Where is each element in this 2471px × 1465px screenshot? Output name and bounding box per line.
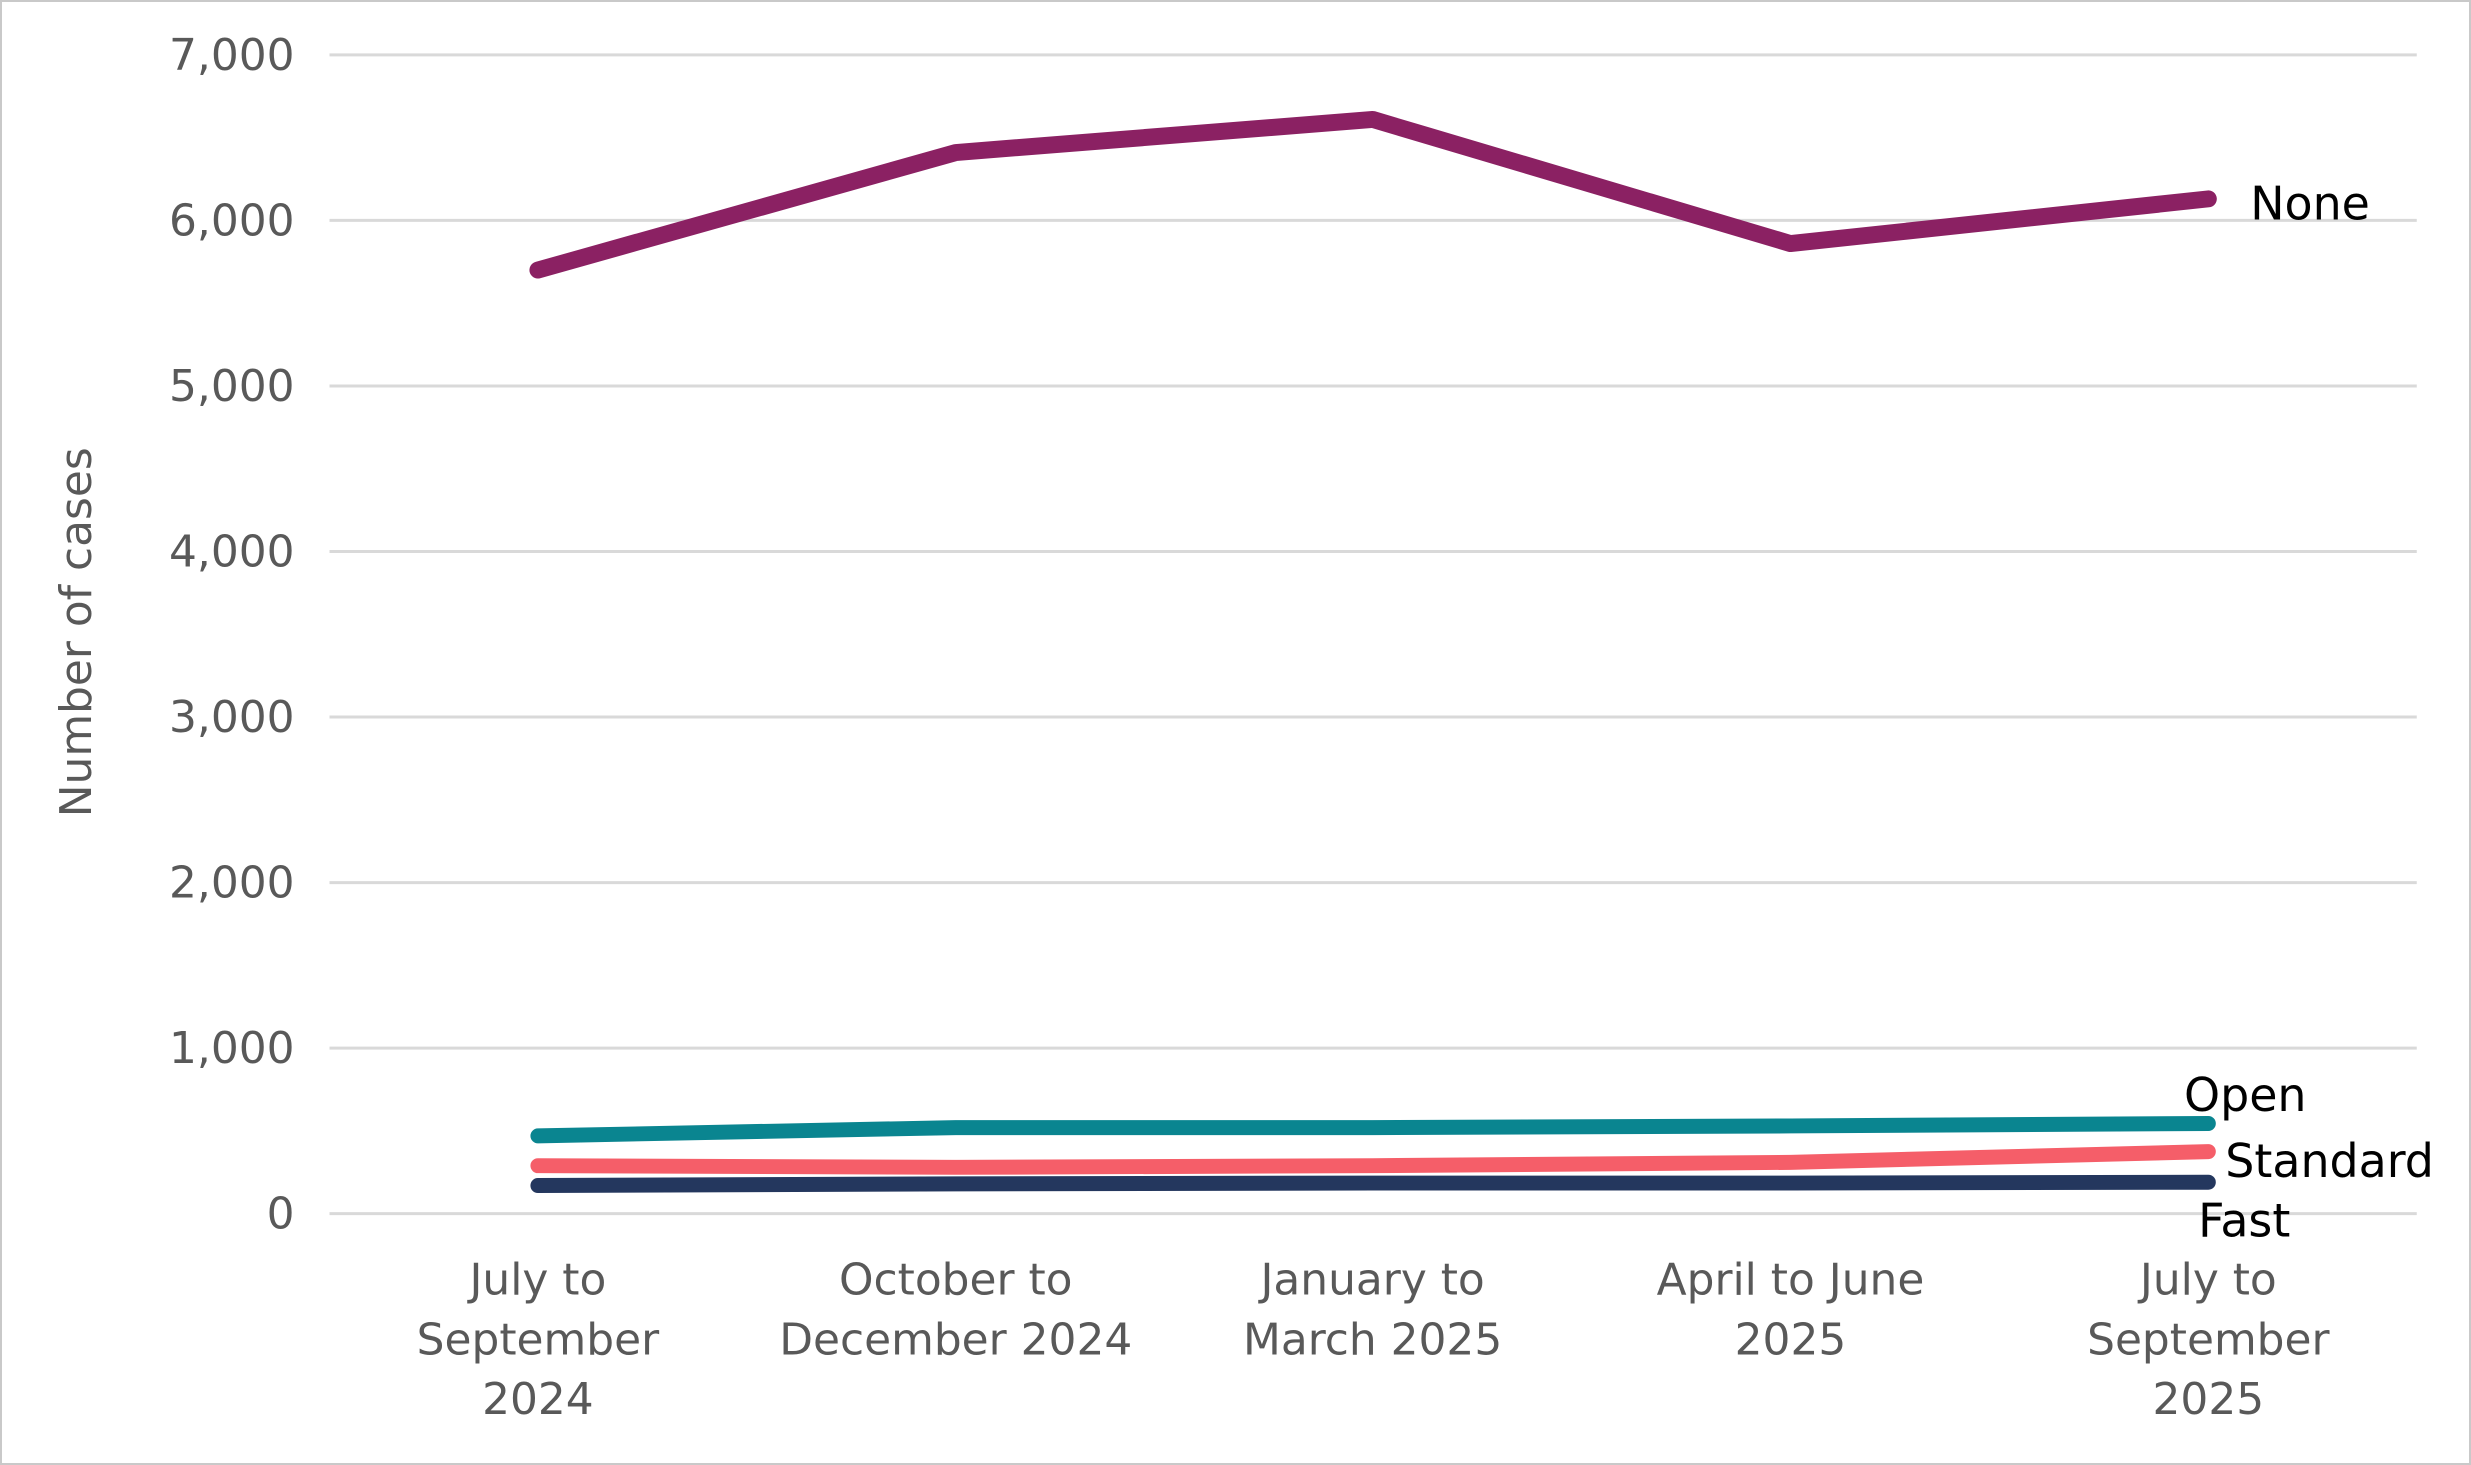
series-line-none: [529, 110, 2217, 279]
x-category-label: April to June 2025: [1657, 1254, 1925, 1365]
series-label-open: Open: [2184, 1068, 2307, 1122]
y-axis-tick-labels: 0 1,000 2,000 3,000 4,000 5,000 6,000 7,000: [169, 30, 295, 1240]
series-lines: [529, 110, 2217, 1194]
series-label-standard: Standard: [2225, 1134, 2434, 1188]
y-tick-label: 4,000: [169, 526, 295, 577]
x-category-label: July to September 2025: [2087, 1254, 2330, 1425]
x-category-label: October to December 2024: [779, 1254, 1132, 1365]
series-label-none: None: [2250, 176, 2370, 230]
y-tick-label: 2,000: [169, 858, 295, 909]
series-label-fast: Fast: [2198, 1194, 2290, 1248]
y-tick-label: 3,000: [169, 692, 295, 743]
x-category-label: January to March 2025: [1243, 1254, 1502, 1365]
y-tick-label: 1,000: [169, 1023, 295, 1074]
y-tick-label: 6,000: [169, 195, 295, 246]
gridlines: [329, 53, 2417, 1216]
y-tick-label: 0: [267, 1189, 295, 1240]
series-line-standard: [530, 1144, 2216, 1175]
series-end-labels: None Open Standard Fast: [2184, 176, 2434, 1247]
series-line-open: [530, 1115, 2216, 1144]
y-axis-title: Number of cases: [51, 447, 102, 817]
series-line-fast: [530, 1174, 2216, 1194]
y-tick-label: 5,000: [169, 361, 295, 412]
y-tick-label: 7,000: [169, 30, 295, 81]
x-axis-category-labels: July to September 2024 October to December 2…: [417, 1254, 2331, 1425]
x-category-label: July to September 2024: [417, 1254, 660, 1425]
